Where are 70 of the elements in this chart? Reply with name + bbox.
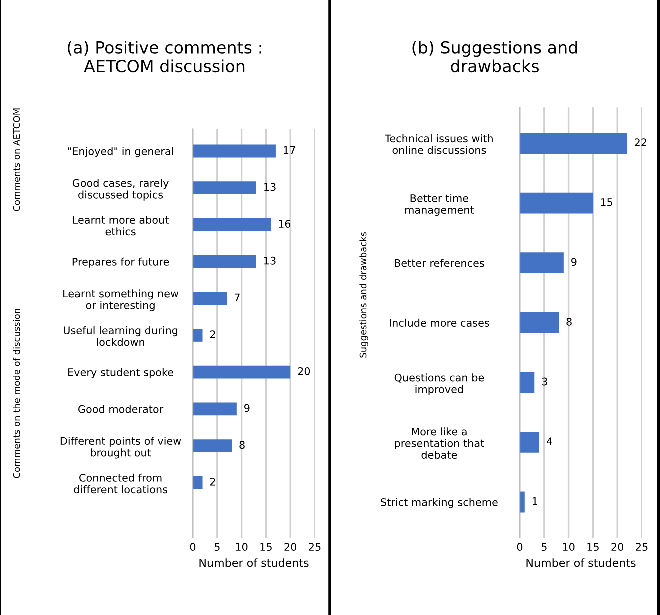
bar <box>193 329 203 342</box>
x-tick-label: 15 <box>260 543 272 552</box>
bar <box>193 144 276 158</box>
y-tick-label: Better time management <box>406 194 474 216</box>
y-tick-label: Learnt more about ethics <box>73 216 169 236</box>
y-tick-label: Strict marking scheme <box>381 498 498 508</box>
data-label: 7 <box>234 294 240 302</box>
text: Comments on AETCOM <box>13 108 20 212</box>
y-tick-label: More like a presentation that debate <box>395 428 484 460</box>
x-tick-label: 10 <box>563 543 575 552</box>
bar <box>193 292 228 306</box>
text: Suggestions and drawbacks <box>360 232 368 358</box>
data-label: 13 <box>264 183 276 192</box>
bar <box>193 440 232 452</box>
y-tick-label: Technical issues with online discussions <box>385 134 493 154</box>
y-tick-label: Learnt something new or interesting <box>64 290 179 312</box>
data-label: 9 <box>244 404 250 412</box>
y-tick-label: Connected from different locations <box>74 474 168 494</box>
data-label: 9 <box>572 258 577 266</box>
y-tick-label: Better references <box>395 259 484 268</box>
bar <box>520 432 540 453</box>
bar <box>520 372 535 394</box>
bar <box>520 492 525 513</box>
data-label: 20 <box>298 367 310 376</box>
x-tick-label: 10 <box>236 543 248 552</box>
bar <box>193 366 291 379</box>
bar <box>193 402 237 416</box>
bar <box>520 252 564 274</box>
data-label: 2 <box>210 478 216 486</box>
bar <box>520 192 594 214</box>
chart-title: (a) Positive comments : AETCOM discussion <box>68 41 262 73</box>
bar <box>193 182 256 195</box>
text: Comments on the mode of discussion <box>13 309 20 478</box>
bar <box>193 218 272 232</box>
x-tick-label: 25 <box>636 543 648 552</box>
bar <box>193 255 256 268</box>
y-tick-label: Every student spoke <box>68 368 174 378</box>
x-tick-label: 15 <box>588 543 599 552</box>
y-tick-label: Good cases, rarely discussed topics <box>72 179 169 201</box>
data-label: 17 <box>284 146 296 154</box>
y-tick-label: Good moderator <box>78 405 164 414</box>
bar <box>520 312 560 334</box>
y-tick-label: Different points of view brought out <box>60 437 182 459</box>
bar <box>193 476 203 490</box>
data-label: 8 <box>240 441 245 450</box>
data-label: 16 <box>279 220 291 228</box>
x-tick-label: 5 <box>214 543 220 552</box>
y-tick-label: Useful learning during lockdown <box>64 326 178 346</box>
data-label: 22 <box>635 138 647 146</box>
y-tick-label: "Enjoyed" in general <box>68 147 174 158</box>
x-tick-label: 20 <box>284 543 297 552</box>
x-tick-label: 25 <box>309 543 321 552</box>
y-tick-label: Prepares for future <box>72 258 170 268</box>
x-tick-label: 0 <box>190 543 196 552</box>
y-tick-label: Include more cases <box>390 318 490 327</box>
y-tick-label: Questions can be improved <box>394 374 484 396</box>
x-axis-title: Number of students <box>200 558 309 568</box>
x-tick-label: 5 <box>542 543 547 552</box>
chart-title: (b) Suggestions and drawbacks <box>412 41 578 73</box>
data-label: 4 <box>546 438 553 446</box>
x-tick-label: 20 <box>612 543 624 552</box>
data-label: 3 <box>542 378 548 386</box>
bar <box>520 133 628 154</box>
x-axis-title: Number of students <box>526 558 636 568</box>
data-label: 2 <box>210 330 216 338</box>
data-label: 13 <box>264 256 276 265</box>
x-tick-label: 0 <box>517 543 523 552</box>
data-label: 1 <box>532 498 538 506</box>
data-label: 8 <box>566 318 572 326</box>
data-label: 15 <box>601 198 612 206</box>
